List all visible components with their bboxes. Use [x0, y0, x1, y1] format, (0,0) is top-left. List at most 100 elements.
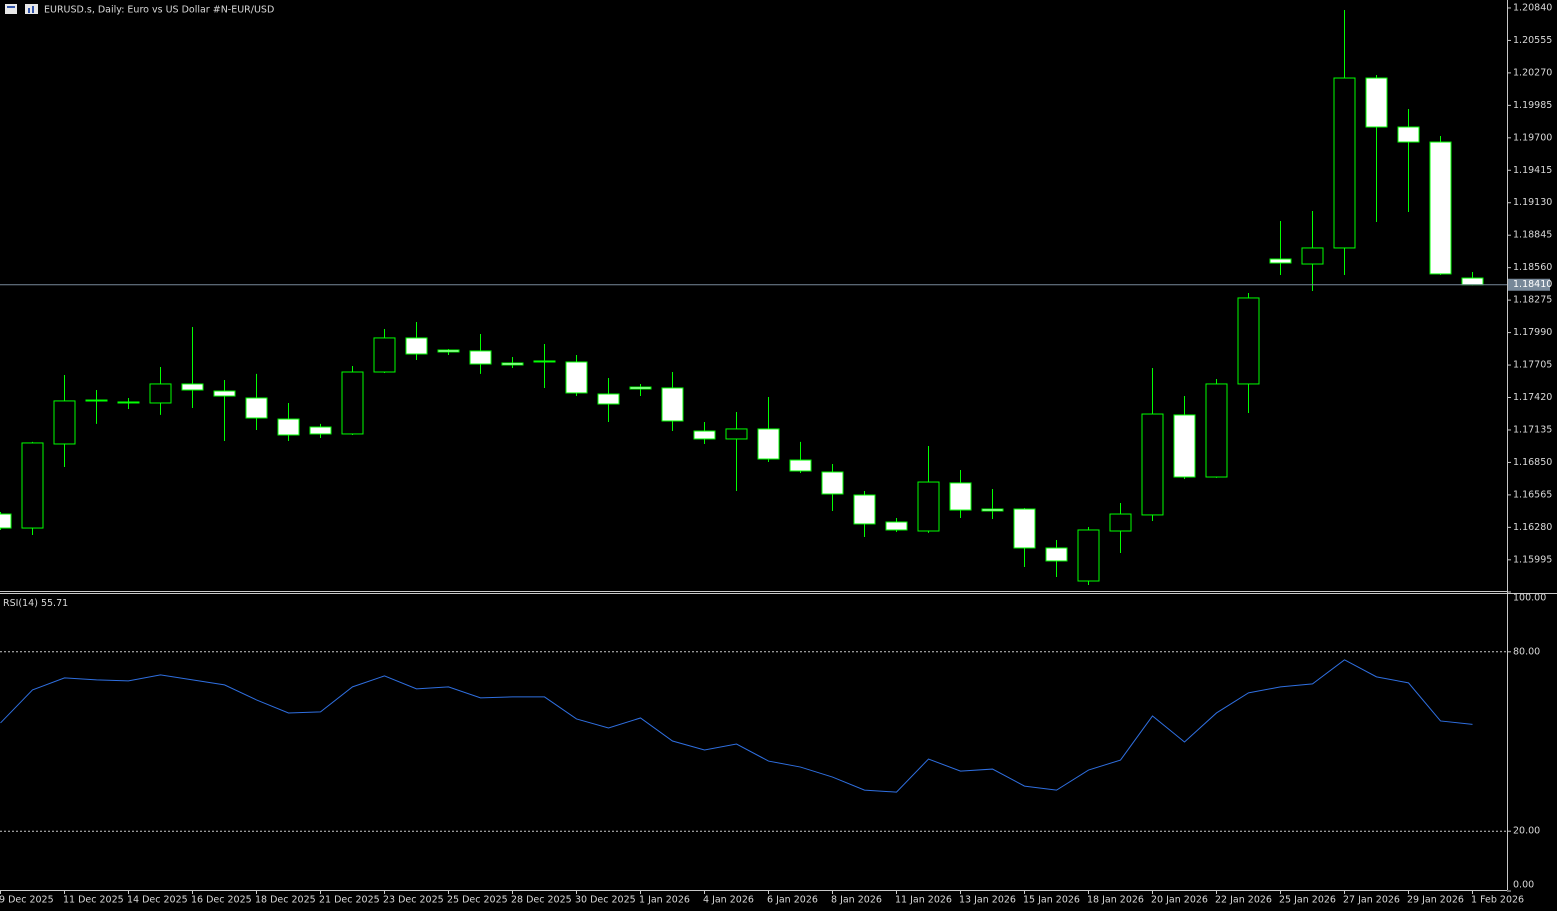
candle-body — [1269, 258, 1292, 264]
flag-icon — [5, 4, 17, 14]
y-tick-label: 20.00 — [1513, 826, 1540, 837]
x-tick-label: 4 Jan 2026 — [703, 895, 754, 906]
rsi-line — [0, 659, 1473, 793]
current-price-box — [1508, 278, 1550, 291]
indicator-name: RSI(14) — [3, 598, 38, 609]
x-tick-label: 11 Jan 2026 — [895, 895, 952, 906]
candle-body — [533, 360, 556, 363]
candle-body — [1365, 77, 1388, 128]
y-tick-label: 0.00 — [1513, 880, 1534, 891]
y-tick-label: 100.00 — [1513, 593, 1546, 604]
symbol-icons — [5, 4, 38, 14]
candle-body — [789, 459, 812, 472]
candle-body — [501, 362, 524, 366]
y-tick-label: 1.17420 — [1513, 392, 1552, 403]
candle-body — [693, 430, 716, 440]
x-tick-label: 27 Jan 2026 — [1343, 895, 1400, 906]
y-tick-label: 1.17705 — [1513, 360, 1552, 371]
x-tick-label: 14 Dec 2025 — [127, 895, 188, 906]
candle-body — [885, 521, 908, 531]
candle-body — [629, 386, 652, 390]
y-tick-label: 1.20840 — [1513, 2, 1552, 13]
y-tick-label: 1.19415 — [1513, 165, 1552, 176]
y-tick-label: 1.16850 — [1513, 457, 1552, 468]
candle-body — [1045, 547, 1068, 562]
chart-icon-bar — [32, 6, 34, 13]
candle-body — [821, 471, 844, 495]
candle-body — [565, 361, 588, 394]
candle-body — [1077, 529, 1100, 582]
x-tick-label: 25 Jan 2026 — [1279, 895, 1336, 906]
flag-stripe — [7, 6, 15, 8]
y-tick-label: 1.19700 — [1513, 132, 1552, 143]
x-tick-label: 1 Jan 2026 — [639, 895, 690, 906]
candle-body — [149, 383, 172, 404]
candle-body — [757, 428, 780, 460]
y-tick-label: 1.17990 — [1513, 327, 1552, 338]
y-tick-label: 1.16565 — [1513, 489, 1552, 500]
candle-body — [1173, 414, 1196, 478]
candle-body — [181, 383, 204, 391]
x-tick-label: 16 Dec 2025 — [191, 895, 252, 906]
x-tick-label: 18 Dec 2025 — [255, 895, 316, 906]
candle-body — [1333, 77, 1356, 249]
y-tick-label: 1.20270 — [1513, 67, 1552, 78]
candle-body — [213, 390, 236, 397]
candle-body — [949, 482, 972, 511]
x-tick-label: 28 Dec 2025 — [511, 895, 572, 906]
chart-title: EURUSD.s, Daily: Euro vs US Dollar #N-EU… — [44, 5, 274, 16]
candle-body — [1141, 413, 1164, 516]
candle-body — [917, 481, 940, 532]
candle-body — [277, 418, 300, 436]
candle-body — [469, 350, 492, 365]
x-tick-label: 11 Dec 2025 — [63, 895, 124, 906]
chart-icon — [25, 4, 38, 14]
candle-body — [373, 337, 396, 373]
candle-body — [981, 508, 1004, 512]
candle-body — [309, 426, 332, 435]
y-tick-label: 1.18560 — [1513, 262, 1552, 273]
y-tick-label: 1.18845 — [1513, 230, 1552, 241]
candle-body — [85, 399, 108, 402]
x-tick-label: 21 Dec 2025 — [319, 895, 380, 906]
x-tick-label: 18 Jan 2026 — [1087, 895, 1144, 906]
candle-body — [0, 513, 12, 529]
x-tick-label: 23 Dec 2025 — [383, 895, 444, 906]
y-tick-label: 1.18275 — [1513, 295, 1552, 306]
x-tick-label: 13 Jan 2026 — [959, 895, 1016, 906]
chart-icon-bar — [28, 8, 30, 13]
x-tick-label: 30 Dec 2025 — [575, 895, 636, 906]
y-tick-label: 1.19130 — [1513, 197, 1552, 208]
x-tick-label: 15 Jan 2026 — [1023, 895, 1080, 906]
candle-body — [853, 494, 876, 525]
candle-body — [1205, 383, 1228, 478]
y-tick-label: 1.16280 — [1513, 522, 1552, 533]
x-tick-label: 25 Dec 2025 — [447, 895, 508, 906]
x-tick-label: 6 Jan 2026 — [767, 895, 818, 906]
x-tick-label: 22 Jan 2026 — [1215, 895, 1272, 906]
indicator-label: RSI(14) 55.71 — [3, 598, 68, 609]
candle-body — [1397, 126, 1420, 143]
candle-body — [597, 393, 620, 405]
candle-body — [245, 397, 268, 419]
y-tick-label: 1.17135 — [1513, 424, 1552, 435]
y-tick-label: 1.20555 — [1513, 35, 1552, 46]
candle-body — [437, 349, 460, 353]
candle-body — [1461, 277, 1484, 286]
candle-body — [21, 442, 44, 529]
candle-body — [1237, 297, 1260, 385]
y-tick-label: 1.19985 — [1513, 100, 1552, 111]
candle-body — [1301, 247, 1324, 265]
x-tick-label: 20 Jan 2026 — [1151, 895, 1208, 906]
candle-body — [53, 400, 76, 445]
indicator-value: 55.71 — [41, 598, 68, 609]
x-tick-label: 1 Feb 2026 — [1471, 895, 1524, 906]
candle-body — [661, 387, 684, 422]
y-tick-label: 80.00 — [1513, 646, 1540, 657]
current-price-label: 1.18410 — [1513, 279, 1552, 290]
x-tick-label: 9 Dec 2025 — [0, 895, 54, 906]
x-tick-label: 8 Jan 2026 — [831, 895, 882, 906]
candle-body — [405, 337, 428, 355]
candle-body — [117, 401, 140, 404]
